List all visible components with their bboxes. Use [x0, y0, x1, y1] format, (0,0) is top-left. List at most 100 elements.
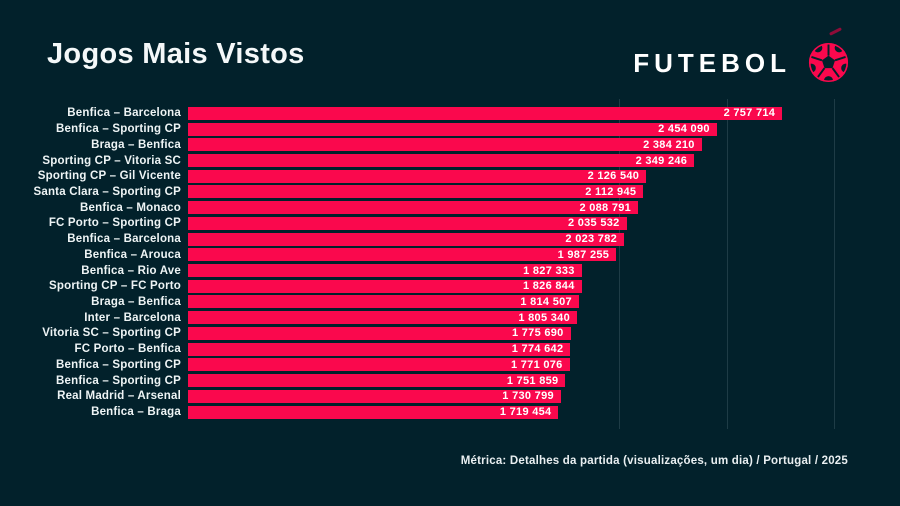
bar-track: 2 384 210: [188, 138, 848, 152]
views-bar: 1 987 255: [188, 248, 617, 262]
match-label: Benfica – Sporting CP: [56, 374, 181, 387]
table-row: Vitoria SC – Sporting CP 1 775 690: [0, 326, 848, 342]
match-label: Benfica – Barcelona: [67, 107, 181, 120]
match-label: Santa Clara – Sporting CP: [33, 185, 181, 198]
match-label: Sporting CP – FC Porto: [49, 280, 181, 293]
match-label: Benfica – Sporting CP: [56, 358, 181, 371]
views-value: 1 814 507: [520, 295, 572, 308]
table-row: FC Porto – Benfica 1 774 642: [0, 341, 848, 357]
table-row: Braga – Benfica 2 384 210: [0, 137, 848, 153]
views-bar: 1 827 333: [188, 264, 582, 278]
table-row: Benfica – Rio Ave 1 827 333: [0, 263, 848, 279]
bar-track: 2 454 090: [188, 122, 848, 136]
logo-accent-mark: [829, 27, 842, 36]
views-value: 2 384 210: [643, 138, 695, 151]
table-row: Sporting CP – FC Porto 1 826 844: [0, 278, 848, 294]
bar-track: 2 349 246: [188, 154, 848, 168]
soccer-ball-icon: [807, 27, 850, 84]
table-row: FC Porto – Sporting CP 2 035 532: [0, 216, 848, 232]
match-label: Benfica – Rio Ave: [81, 264, 181, 277]
views-bar: 2 088 791: [188, 201, 639, 215]
match-label: Vitoria SC – Sporting CP: [42, 327, 181, 340]
bar-track: 2 757 714: [188, 106, 848, 120]
bar-track: 1 775 690: [188, 326, 848, 340]
bar-track: 1 719 454: [188, 405, 848, 419]
table-row: Santa Clara – Sporting CP 2 112 945: [0, 184, 848, 200]
match-label: Sporting CP – Vitoria SC: [42, 154, 181, 167]
table-row: Real Madrid – Arsenal 1 730 799: [0, 388, 848, 404]
views-value: 1 719 454: [499, 406, 552, 419]
table-row: Benfica – Arouca 1 987 255: [0, 247, 848, 263]
table-row: Inter – Barcelona 1 805 340: [0, 310, 848, 326]
match-label: Benfica – Arouca: [84, 248, 181, 261]
views-bar: 2 023 782: [188, 232, 625, 246]
views-bar: 1 771 076: [188, 358, 570, 372]
table-row: Benfica – Barcelona 2 023 782: [0, 231, 848, 247]
views-bar: 2 035 532: [188, 216, 627, 230]
table-row: Benfica – Braga 1 719 454: [0, 404, 848, 420]
match-label: Real Madrid – Arsenal: [57, 390, 181, 403]
gridline: [726, 99, 728, 429]
views-bar: 1 751 859: [188, 374, 566, 388]
bar-track: 1 826 844: [188, 279, 848, 293]
views-bar: 1 774 642: [188, 342, 571, 356]
views-value: 1 771 076: [510, 358, 563, 371]
gridline: [618, 99, 620, 429]
views-value: 1 805 340: [518, 311, 570, 324]
soccer-ball-icon-svg: [808, 42, 849, 83]
match-label: FC Porto – Benfica: [74, 343, 181, 356]
views-value: 1 775 690: [511, 327, 564, 340]
table-row: Benfica – Barcelona 2 757 714: [0, 106, 848, 122]
match-label: Benfica – Braga: [91, 406, 181, 419]
bar-track: 2 126 540: [188, 169, 848, 183]
views-value: 2 454 090: [658, 123, 710, 136]
views-value: 2 035 532: [567, 217, 620, 230]
page-title: Jogos Mais Vistos: [47, 38, 305, 70]
views-bar: 2 384 210: [188, 138, 702, 152]
table-row: Sporting CP – Gil Vicente 2 126 540: [0, 168, 848, 184]
bar-track: 1 751 859: [188, 374, 848, 388]
views-bar: 2 454 090: [188, 122, 717, 136]
bar-track: 1 771 076: [188, 358, 848, 372]
table-row: Benfica – Sporting CP 1 751 859: [0, 373, 848, 389]
brand-logo-text: FUTEBOL: [633, 47, 791, 78]
bar-track: 1 730 799: [188, 389, 848, 403]
table-row: Benfica – Sporting CP 1 771 076: [0, 357, 848, 373]
views-value: 2 112 945: [585, 185, 637, 198]
bar-track: 2 088 791: [188, 201, 848, 215]
bar-track: 1 827 333: [188, 264, 848, 278]
views-value: 2 126 540: [587, 170, 640, 183]
views-bar: 1 730 799: [188, 389, 561, 403]
views-bar: 2 757 714: [188, 106, 783, 120]
views-bar: 1 826 844: [188, 279, 582, 293]
table-row: Benfica – Monaco 2 088 791: [0, 200, 848, 216]
views-value: 1 826 844: [522, 280, 575, 293]
views-value: 1 751 859: [506, 374, 559, 387]
views-value: 2 349 246: [635, 154, 688, 167]
bar-chart: Benfica – Barcelona 2 757 714 Benfica – Sp…: [0, 106, 848, 420]
views-bar: 1 775 690: [188, 326, 571, 340]
match-label: Braga – Benfica: [91, 138, 181, 151]
table-row: Sporting CP – Vitoria SC 2 349 246: [0, 153, 848, 169]
bar-track: 2 112 945: [188, 185, 848, 199]
bar-track: 1 814 507: [188, 295, 848, 309]
chart-gridlines: [188, 99, 848, 429]
views-value: 2 088 791: [579, 201, 632, 214]
bar-track: 2 023 782: [188, 232, 848, 246]
bar-track: 1 987 255: [188, 248, 848, 262]
match-label: FC Porto – Sporting CP: [48, 217, 181, 230]
views-bar: 2 112 945: [188, 185, 644, 199]
views-bar: 2 126 540: [188, 169, 647, 183]
match-label: Braga – Benfica: [91, 295, 181, 308]
match-label: Inter – Barcelona: [84, 311, 181, 324]
views-value: 2 757 714: [723, 107, 776, 120]
views-value: 1 730 799: [502, 390, 554, 403]
views-bar: 1 814 507: [188, 295, 579, 309]
match-label: Benfica – Barcelona: [67, 233, 181, 246]
views-value: 1 774 642: [511, 343, 564, 356]
match-label: Benfica – Monaco: [80, 201, 181, 214]
brand-logo: FUTEBOL: [633, 27, 850, 84]
bar-track: 2 035 532: [188, 216, 848, 230]
match-label: Benfica – Sporting CP: [56, 123, 181, 136]
